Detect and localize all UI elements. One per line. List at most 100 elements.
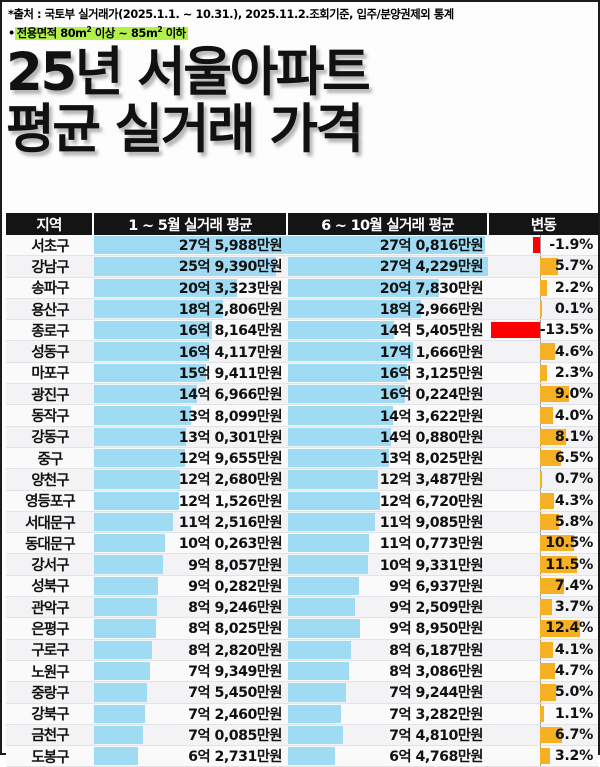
change-bar-positive: [540, 407, 553, 424]
cell-region: 마포구: [31, 366, 69, 383]
cell-region: 강서구: [31, 558, 69, 575]
price-bar-period1: [94, 257, 277, 276]
cell-change: 0.1%: [489, 298, 598, 320]
table-row[interactable]: 서대문구 11억 2,516만원 11억 9,085만원 5.8%: [6, 511, 598, 534]
cell-period1: 25억 9,390만원: [94, 256, 288, 276]
table-row[interactable]: 서초구 27억 5,988만원 27억 0,816만원 -1.9%: [6, 235, 598, 257]
price-text-period2: 27억 0,816만원: [379, 238, 484, 255]
price-text-period2: 10억 9,331만원: [379, 557, 484, 574]
cell-period2: 9억 2,509만원: [288, 597, 489, 617]
table-row[interactable]: 광진구 14억 6,966만원 16억 0,224만원 9.0%: [6, 384, 598, 406]
table-row[interactable]: 중랑구 7억 5,450만원 7억 9,244만원 5.0%: [6, 682, 598, 704]
table-row[interactable]: 용산구 18억 2,806만원 18억 2,966만원 0.1%: [6, 298, 598, 321]
change-text: -13.5%: [539, 322, 594, 339]
cell-change: 9.0%: [489, 384, 598, 405]
price-text-period2: 12억 3,487만원: [379, 472, 484, 489]
cell-change: 5.0%: [489, 682, 598, 703]
cell-change: 6.5%: [489, 447, 598, 469]
change-bar-negative: [491, 322, 540, 339]
table-row[interactable]: 중구 12억 9,655만원 13억 8,025만원 6.5%: [6, 447, 598, 470]
change-text: 7.4%: [554, 577, 593, 594]
price-bar-period2: [288, 555, 368, 574]
price-bar-period1: [94, 491, 180, 510]
change-bar-positive: [540, 449, 561, 467]
cell-region: 강북구: [31, 707, 69, 724]
cell-period1: 16억 4,117만원: [94, 341, 288, 361]
table-row[interactable]: 노원구 7억 9,349만원 8억 3,086만원 4.7%: [6, 660, 598, 683]
table-row[interactable]: 종로구 16억 8,164만원 14억 5,405만원 -13.5%: [6, 320, 598, 342]
table-row[interactable]: 동대문구 10억 0,263만원 11억 0,773만원 10.5%: [6, 533, 598, 555]
change-text: 2.3%: [554, 364, 593, 381]
change-bar-positive: [540, 684, 557, 701]
table-header-row: 지역 1 ~ 5월 실거래 평균 6 ~ 10월 실거래 평균 변동: [6, 213, 598, 235]
price-text-period2: 16억 3,125만원: [379, 365, 484, 382]
price-text-period1: 8억 2,820만원: [188, 642, 282, 659]
cell-change: 2.2%: [489, 277, 598, 298]
cell-period2: 14억 5,405만원: [288, 320, 489, 340]
cell-change: 5.8%: [489, 511, 598, 533]
table-row[interactable]: 강서구 9억 8,057만원 10억 9,331만원 11.5%: [6, 554, 598, 576]
table-row[interactable]: 구로구 8억 2,820만원 8억 6,187만원 4.1%: [6, 639, 598, 661]
price-text-period1: 20억 3,323만원: [178, 280, 283, 297]
table-row[interactable]: 동작구 13억 8,099만원 14억 3,622만원 4.0%: [6, 405, 598, 427]
cell-period1: 7억 9,349만원: [94, 661, 288, 681]
area-note-sup-b: 2: [157, 25, 163, 34]
price-text-period2: 14억 3,622만원: [379, 408, 484, 425]
price-text-period2: 9억 2,509만원: [389, 600, 483, 617]
cell-period2: 7억 4,810만원: [288, 725, 489, 745]
price-bar-period2: [288, 725, 343, 745]
price-bar-period2: [288, 576, 359, 596]
table-row[interactable]: 금천구 7억 0,085만원 7억 4,810만원 6.7%: [6, 724, 598, 747]
table-row[interactable]: 성동구 16억 4,117만원 17억 1,666만원 4.6%: [6, 341, 598, 363]
cell-region: 금천구: [31, 728, 69, 745]
cell-period1: 8억 9,246만원: [94, 597, 288, 617]
cell-region: 양천구: [31, 472, 69, 489]
price-bar-period2: [288, 534, 369, 553]
cell-change: 2.3%: [489, 362, 598, 384]
cell-region: 중구: [37, 451, 64, 468]
cell-period2: 8억 6,187만원: [288, 640, 489, 660]
table-row[interactable]: 강동구 13억 0,301만원 14억 0,880만원 8.1%: [6, 426, 598, 448]
cell-change: -13.5%: [489, 320, 598, 341]
table-row[interactable]: 강북구 7억 2,460만원 7억 3,282만원 1.1%: [6, 703, 598, 725]
price-bar-period2: [288, 278, 440, 297]
price-bar-period1: [94, 555, 163, 574]
table-row[interactable]: 성북구 9억 0,282만원 9억 6,937만원 7.4%: [6, 575, 598, 598]
price-bar-period1: [94, 534, 165, 553]
cell-region: 성동구: [31, 345, 69, 362]
price-bar-period1: [94, 512, 174, 532]
cell-period1: 12억 2,680만원: [94, 469, 288, 489]
table-row[interactable]: 영등포구 12억 1,526만원 12억 6,720만원 4.3%: [6, 490, 598, 512]
price-bar-period2: [288, 683, 346, 702]
price-bar-period1: [94, 406, 192, 425]
cell-region: 영등포구: [25, 494, 76, 511]
table-row[interactable]: 강남구 25억 9,390만원 27억 4,229만원 5.7%: [6, 256, 598, 278]
area-note-text-a: 전용면적 80m: [16, 26, 87, 40]
change-text: 1.1%: [554, 705, 593, 722]
price-text-period2: 13억 8,025만원: [379, 451, 484, 468]
title-line-2: 평균 실거래 가격: [6, 98, 364, 160]
cell-period2: 27억 0,816만원: [288, 235, 489, 255]
table-row[interactable]: 도봉구 6억 2,731만원 6억 4,768만원 3.2%: [6, 746, 598, 767]
cell-region: 용산구: [31, 302, 69, 319]
table-row[interactable]: 관악구 8억 9,246만원 9억 2,509만원 3.7%: [6, 597, 598, 619]
cell-region: 노원구: [31, 664, 69, 681]
table-row[interactable]: 양천구 12억 2,680만원 12억 3,487만원 0.7%: [6, 469, 598, 491]
change-text: 4.1%: [554, 641, 593, 658]
cell-change: 4.1%: [489, 639, 598, 660]
change-bar-positive: [540, 577, 564, 595]
zero-axis-line: [540, 235, 541, 256]
change-text: 4.0%: [554, 407, 593, 424]
change-bar-positive: [540, 748, 551, 765]
area-note-highlight: 전용면적 80m2 이상 ~ 85m2 이하: [14, 25, 188, 40]
change-bar-positive: [540, 471, 543, 488]
table-row[interactable]: 송파구 20억 3,323만원 20억 7,830만원 2.2%: [6, 277, 598, 299]
table-row[interactable]: 마포구 15억 9,411만원 16억 3,125만원 2.3%: [6, 362, 598, 385]
cell-region: 관악구: [31, 600, 69, 617]
price-text-period2: 9억 6,937만원: [389, 578, 483, 595]
price-text-period1: 27억 5,988만원: [178, 238, 283, 255]
table-row[interactable]: 은평구 8억 8,025만원 9억 8,950만원 12.4%: [6, 618, 598, 640]
price-bar-period2: [288, 321, 394, 340]
price-bar-period1: [94, 598, 157, 617]
price-bar-period2: [288, 299, 422, 319]
